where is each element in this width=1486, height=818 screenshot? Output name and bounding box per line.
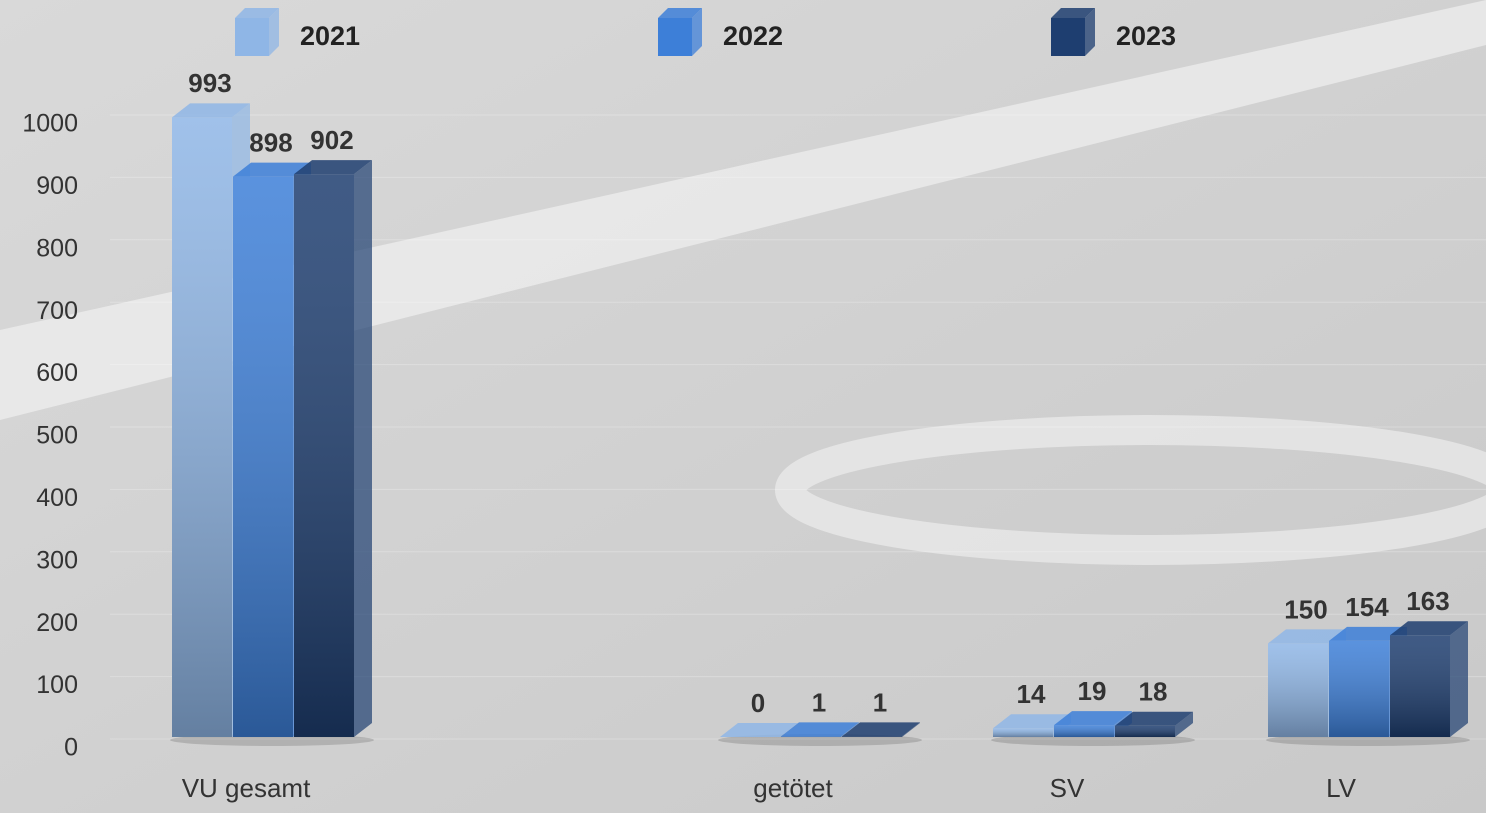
x-tick-label: getötet xyxy=(753,773,833,803)
bar-shade xyxy=(1054,725,1114,737)
bar-top xyxy=(993,714,1071,729)
bar-top xyxy=(1268,629,1346,644)
y-tick-label: 700 xyxy=(36,297,78,325)
data-label: 1 xyxy=(812,687,826,717)
legend-swatch xyxy=(1051,18,1085,56)
bar-shade xyxy=(1390,635,1450,737)
data-label: 19 xyxy=(1078,676,1107,706)
y-tick-label: 800 xyxy=(36,234,78,262)
bar-top xyxy=(233,162,311,177)
x-tick-label: SV xyxy=(1050,773,1085,803)
legend-swatch-side xyxy=(269,8,279,56)
legend-swatch-side xyxy=(692,8,702,56)
bar-top xyxy=(842,722,920,737)
data-label: 1 xyxy=(873,687,887,717)
y-tick-label: 300 xyxy=(36,546,78,574)
bar-top xyxy=(1115,711,1193,726)
bar-side xyxy=(841,722,859,737)
bar-top xyxy=(1329,626,1407,641)
y-tick-label: 200 xyxy=(36,609,78,637)
bar-shade xyxy=(172,117,232,738)
bar-shade xyxy=(842,736,902,737)
bar-shade xyxy=(993,728,1053,737)
data-label: 154 xyxy=(1345,592,1389,622)
bar-top xyxy=(1054,711,1132,726)
legend-label: 2023 xyxy=(1116,21,1176,51)
legend-label: 2022 xyxy=(723,21,783,51)
road-marking xyxy=(775,415,1486,565)
bar-top xyxy=(1390,621,1468,636)
y-tick-label: 900 xyxy=(36,172,78,200)
bar-shade xyxy=(233,176,293,737)
bar-top xyxy=(781,722,859,737)
y-tick-label: 600 xyxy=(36,359,78,387)
x-tick-label: LV xyxy=(1326,773,1357,803)
bar-shade xyxy=(781,736,841,737)
legend-swatch xyxy=(658,18,692,56)
x-tick-label: VU gesamt xyxy=(182,773,311,803)
legend-swatch xyxy=(235,18,269,56)
data-label: 0 xyxy=(751,688,765,718)
bar-side xyxy=(354,160,372,738)
legend-swatch-top xyxy=(658,8,702,18)
bar-side xyxy=(1450,621,1468,737)
data-label: 993 xyxy=(188,68,231,98)
data-label: 898 xyxy=(249,128,292,158)
y-tick-label: 400 xyxy=(36,484,78,512)
bar-shade xyxy=(1329,640,1389,737)
legend-swatch-top xyxy=(235,8,279,18)
data-label: 163 xyxy=(1406,586,1449,616)
bar-top xyxy=(294,160,372,175)
y-tick-label: 500 xyxy=(36,422,78,450)
bar-top xyxy=(720,723,798,737)
bar-shade xyxy=(294,174,354,738)
legend-swatch-side xyxy=(1085,8,1095,56)
data-label: 14 xyxy=(1017,679,1046,709)
data-label: 902 xyxy=(310,125,353,155)
data-label: 18 xyxy=(1139,677,1168,707)
bar-side xyxy=(902,722,920,737)
legend-label: 2021 xyxy=(300,21,360,51)
legend-swatch-top xyxy=(1051,8,1095,18)
bar-shade xyxy=(1115,725,1175,737)
y-tick-label: 1000 xyxy=(22,110,78,138)
y-tick-label: 0 xyxy=(64,734,78,762)
bar-side xyxy=(1175,711,1193,737)
bar-shade xyxy=(1268,643,1328,737)
data-label: 150 xyxy=(1284,594,1327,624)
bar-top xyxy=(172,103,250,118)
y-tick-label: 100 xyxy=(36,671,78,699)
